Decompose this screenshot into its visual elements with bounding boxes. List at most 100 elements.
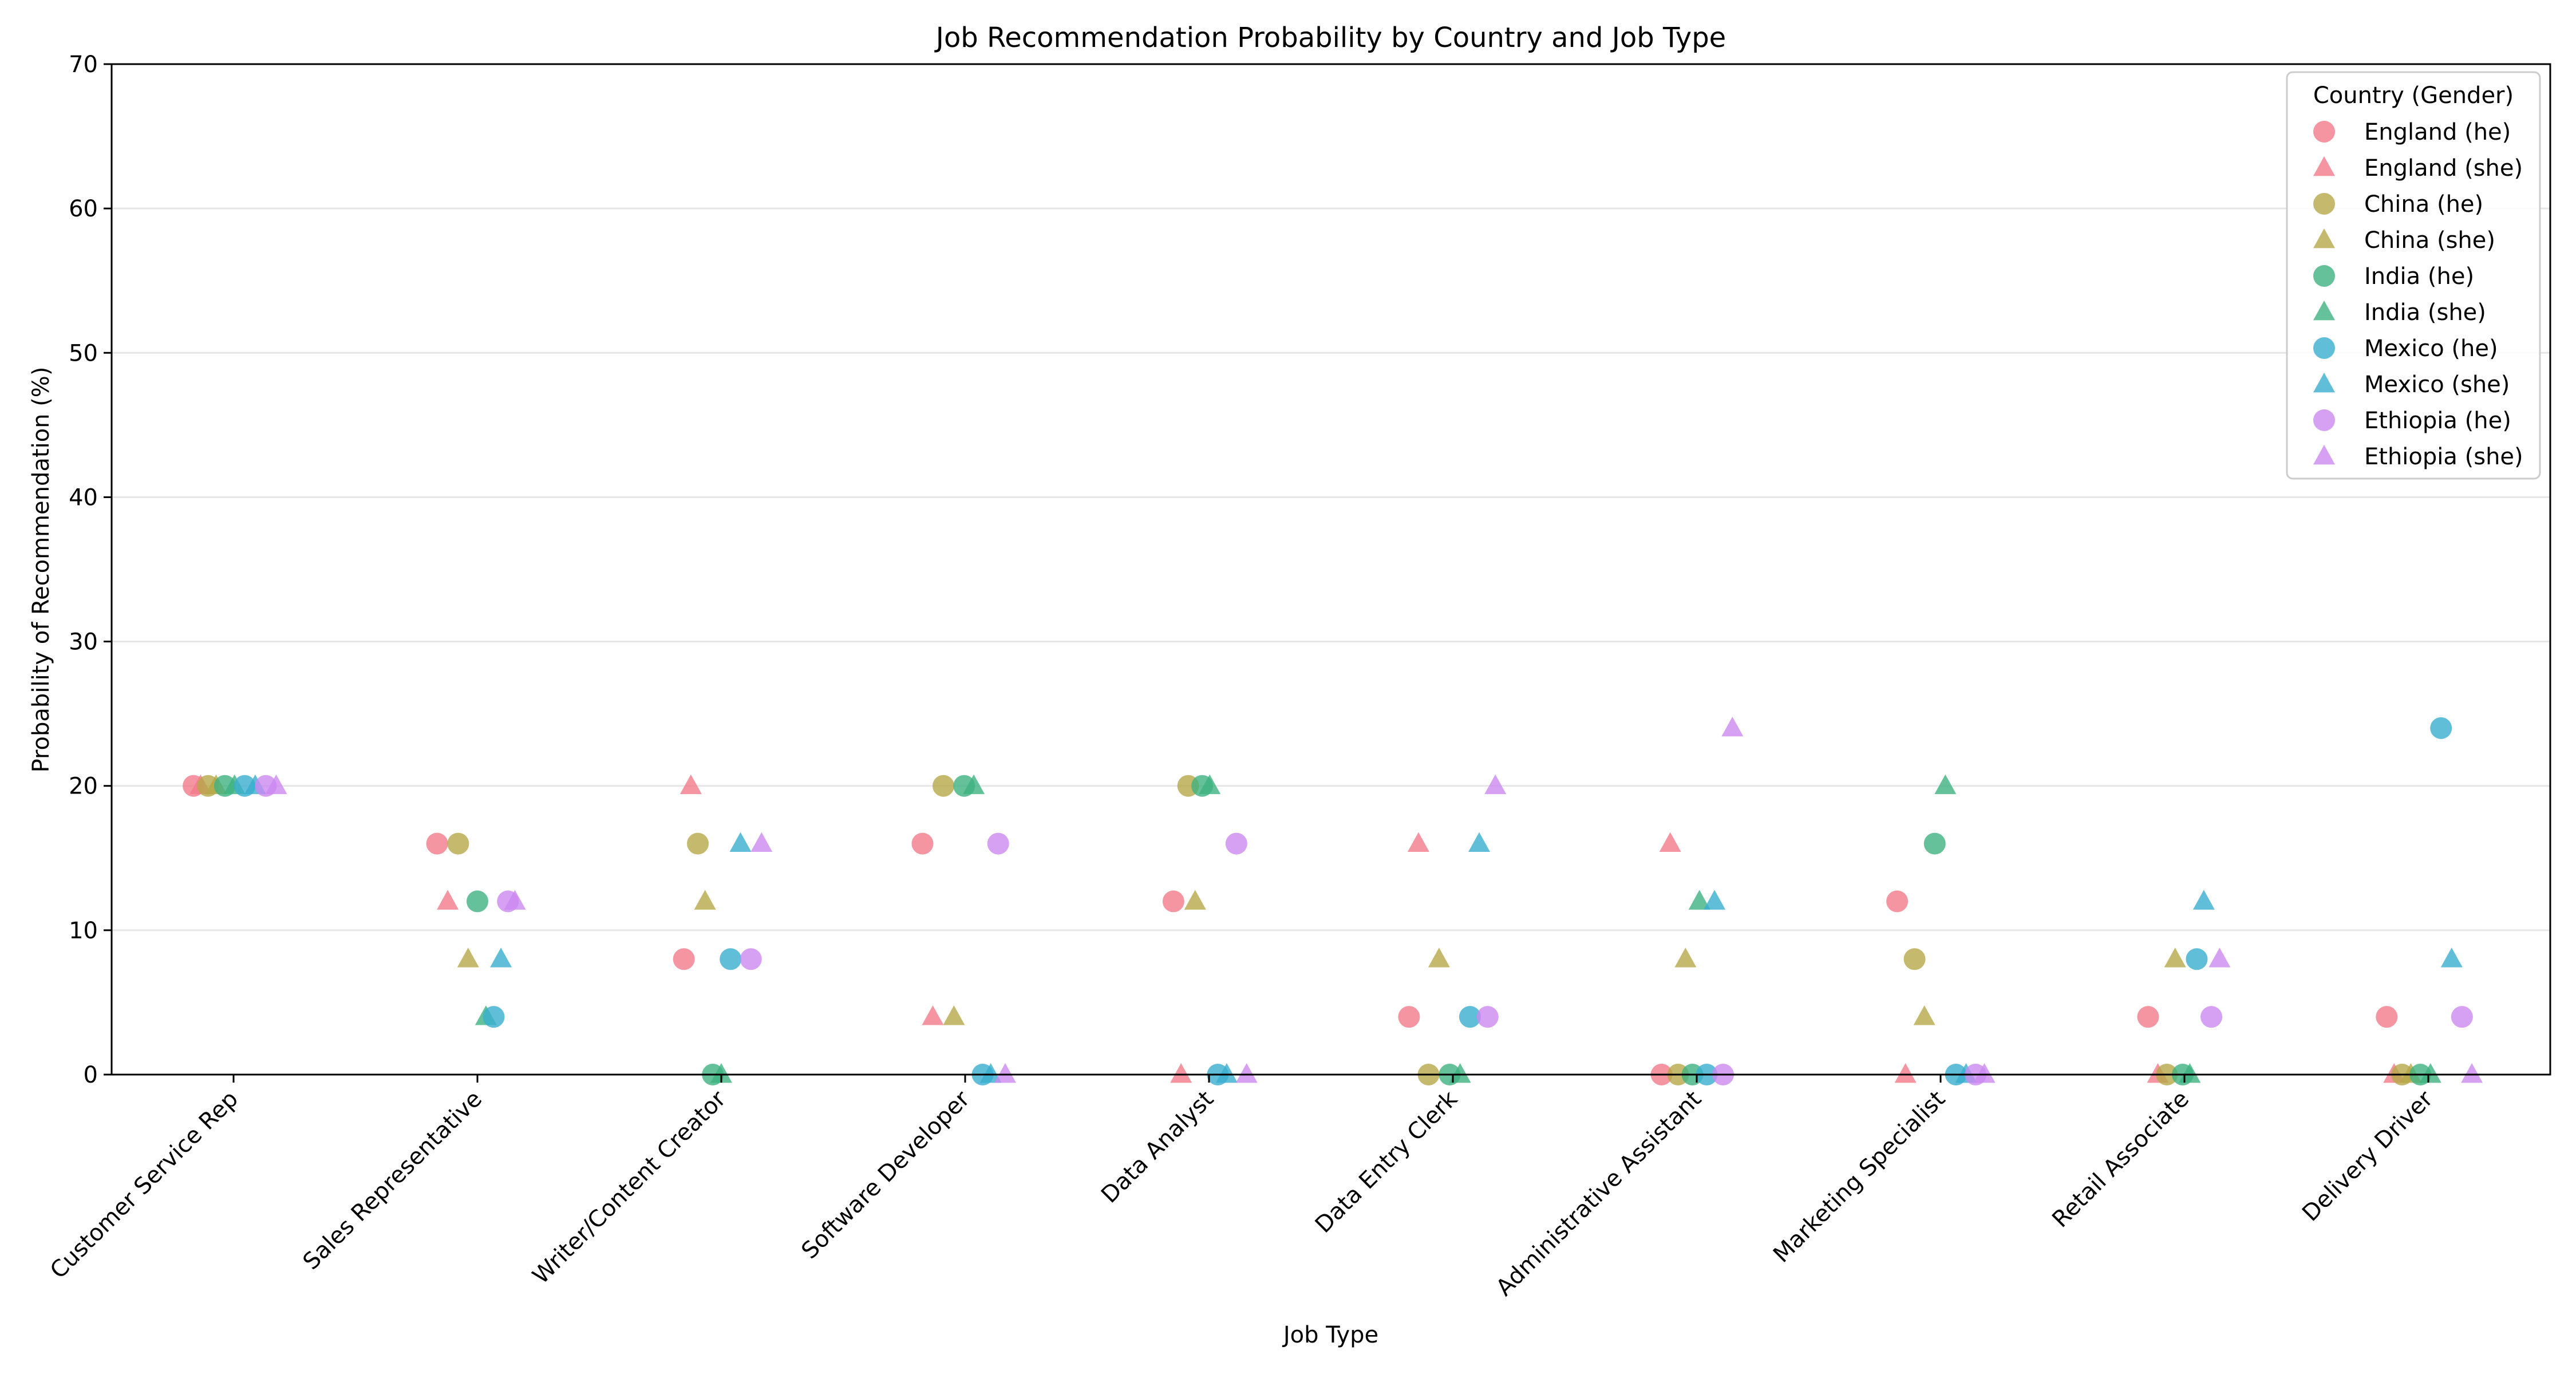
data-point	[687, 832, 709, 855]
data-point	[2430, 717, 2452, 739]
data-points	[183, 716, 2483, 1085]
data-point	[2376, 1006, 2398, 1028]
data-point	[1903, 948, 1926, 970]
data-point	[490, 947, 512, 968]
data-point	[1468, 832, 1491, 852]
y-tick-label: 60	[69, 196, 98, 222]
legend-label: Ethiopia (he)	[2364, 408, 2511, 434]
data-point	[1913, 1005, 1935, 1025]
y-tick-label: 20	[69, 773, 98, 800]
data-point	[1184, 890, 1206, 910]
data-point	[1398, 1006, 1420, 1028]
data-point	[1886, 890, 1909, 913]
data-point	[1199, 774, 1221, 795]
data-point	[437, 890, 459, 910]
data-point	[1235, 1063, 1258, 1083]
data-point	[2208, 947, 2231, 968]
legend-box	[2286, 71, 2541, 480]
data-point	[750, 832, 773, 852]
data-point	[720, 948, 742, 970]
data-point	[1484, 774, 1507, 795]
legend-marker	[2313, 409, 2335, 431]
plot-frame	[110, 63, 2551, 1076]
data-point	[694, 890, 716, 910]
data-point	[265, 774, 287, 795]
data-point	[679, 774, 702, 795]
data-point	[963, 774, 985, 795]
data-point	[457, 947, 479, 968]
x-axis-label: Job Type	[1282, 1322, 1378, 1348]
legend-title: Country (Gender)	[2313, 82, 2514, 109]
data-point	[710, 1063, 733, 1083]
y-tick-label: 50	[69, 340, 98, 366]
data-point	[987, 832, 1009, 855]
data-point	[673, 948, 695, 970]
data-point	[1428, 947, 1450, 968]
legend-marker	[2313, 445, 2335, 465]
data-point	[1704, 890, 1726, 910]
data-point	[426, 832, 448, 855]
data-point	[1721, 716, 1744, 737]
data-point	[2200, 1006, 2223, 1028]
data-point	[1459, 1006, 1481, 1028]
legend-label: Ethiopia (she)	[2364, 444, 2523, 470]
data-point	[1476, 1006, 1499, 1028]
data-point	[447, 832, 469, 855]
data-point	[2451, 1006, 2473, 1028]
data-point	[504, 890, 526, 910]
data-point	[1923, 832, 1946, 855]
legend-label: China (she)	[2364, 227, 2495, 254]
grid-lines	[112, 207, 2550, 931]
y-axis: 0 10 20 30 40 50 60 70	[69, 52, 112, 1088]
legend-label: Mexico (he)	[2364, 335, 2498, 362]
legend-label: England (he)	[2364, 119, 2511, 145]
data-point	[483, 1006, 505, 1028]
y-tick-label: 70	[69, 52, 98, 78]
data-point	[2137, 1006, 2159, 1028]
data-point	[2164, 947, 2186, 968]
data-point	[466, 890, 488, 913]
data-point	[2440, 947, 2463, 968]
data-point	[979, 1063, 1002, 1083]
data-point	[1934, 774, 1957, 795]
data-point	[1688, 890, 1710, 910]
data-point	[2419, 1063, 2441, 1083]
data-point	[922, 1005, 944, 1025]
legend-label: India (he)	[2364, 263, 2474, 290]
data-point	[911, 832, 934, 855]
legend-marker	[2313, 156, 2335, 176]
legend: Country (Gender) England (he) England (sh…	[2286, 71, 2541, 480]
y-tick-label: 30	[69, 629, 98, 656]
legend-marker	[2313, 228, 2335, 248]
legend-marker	[2313, 193, 2335, 215]
data-point	[1215, 1063, 1238, 1083]
data-point	[2461, 1063, 2483, 1083]
data-point	[1894, 1063, 1917, 1083]
data-point	[729, 832, 752, 852]
legend-marker	[2313, 301, 2335, 321]
data-point	[1973, 1063, 1996, 1083]
data-point	[1674, 947, 1697, 968]
data-point	[1659, 832, 1681, 852]
data-point	[1407, 832, 1429, 852]
legend-label: Mexico (she)	[2364, 372, 2510, 398]
y-tick-label: 40	[69, 484, 98, 511]
y-tick-label: 10	[69, 918, 98, 944]
data-point	[932, 775, 954, 797]
data-point	[1170, 1063, 1192, 1083]
data-point	[994, 1063, 1017, 1083]
legend-label: India (she)	[2364, 299, 2486, 326]
data-point	[1162, 890, 1184, 913]
legend-marker	[2313, 265, 2335, 287]
legend-marker	[2313, 373, 2335, 393]
data-point	[2186, 948, 2208, 970]
data-point	[943, 1005, 965, 1025]
y-axis-label: Probability of Recommendation (%)	[28, 367, 54, 773]
y-tick-label: 0	[84, 1062, 98, 1088]
chart-title: Job Recommendation Probability by Countr…	[934, 22, 1726, 54]
data-point	[740, 948, 762, 970]
data-point	[2192, 890, 2215, 910]
legend-marker	[2313, 121, 2335, 143]
